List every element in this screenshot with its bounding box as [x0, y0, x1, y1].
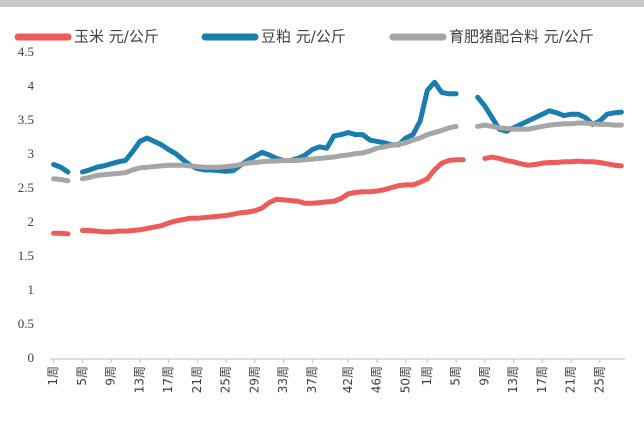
x-tick-label: 13周	[506, 366, 520, 393]
x-tick-label: 37周	[305, 366, 319, 393]
x-tick-label: 1周	[420, 366, 434, 386]
y-tick-label: 4	[28, 78, 35, 93]
x-tick-label: 29周	[247, 366, 261, 393]
x-tick-label: 42周	[341, 366, 355, 393]
y-tick-label: 4.5	[18, 44, 34, 59]
y-tick-label: 1.5	[18, 248, 34, 263]
x-tick-label: 25周	[219, 366, 233, 393]
y-tick-label: 0	[28, 350, 35, 365]
x-tick-label: 17周	[535, 366, 549, 393]
y-tick-label: 3.5	[18, 112, 34, 127]
x-tick-label: 1周	[46, 366, 60, 386]
legend-label: 豆粕 元/公斤	[261, 28, 346, 46]
y-tick-label: 0.5	[18, 316, 34, 331]
x-tick-label: 5周	[449, 366, 463, 386]
x-tick-label: 17周	[161, 366, 175, 393]
x-tick-label: 9周	[104, 366, 118, 386]
y-tick-label: 3	[28, 146, 35, 161]
x-tick-label: 13周	[132, 366, 146, 393]
x-tick-label: 21周	[190, 366, 204, 393]
x-tick-label: 21周	[564, 366, 578, 393]
x-tick-label: 50周	[398, 366, 412, 393]
x-tick-label: 25周	[592, 366, 606, 393]
legend-label: 玉米 元/公斤	[74, 28, 159, 46]
x-tick-label: 9周	[477, 366, 491, 386]
x-tick-label: 33周	[276, 366, 290, 393]
legend-label: 育肥猪配合料 元/公斤	[449, 28, 594, 46]
series-line	[51, 154, 624, 237]
y-tick-label: 2	[28, 214, 35, 229]
x-tick-label: 5周	[75, 366, 89, 386]
y-tick-label: 1	[28, 282, 35, 297]
y-tick-label: 2.5	[18, 180, 34, 195]
series-line	[51, 120, 624, 184]
top-band	[0, 0, 644, 7]
x-tick-label: 46周	[370, 366, 384, 393]
